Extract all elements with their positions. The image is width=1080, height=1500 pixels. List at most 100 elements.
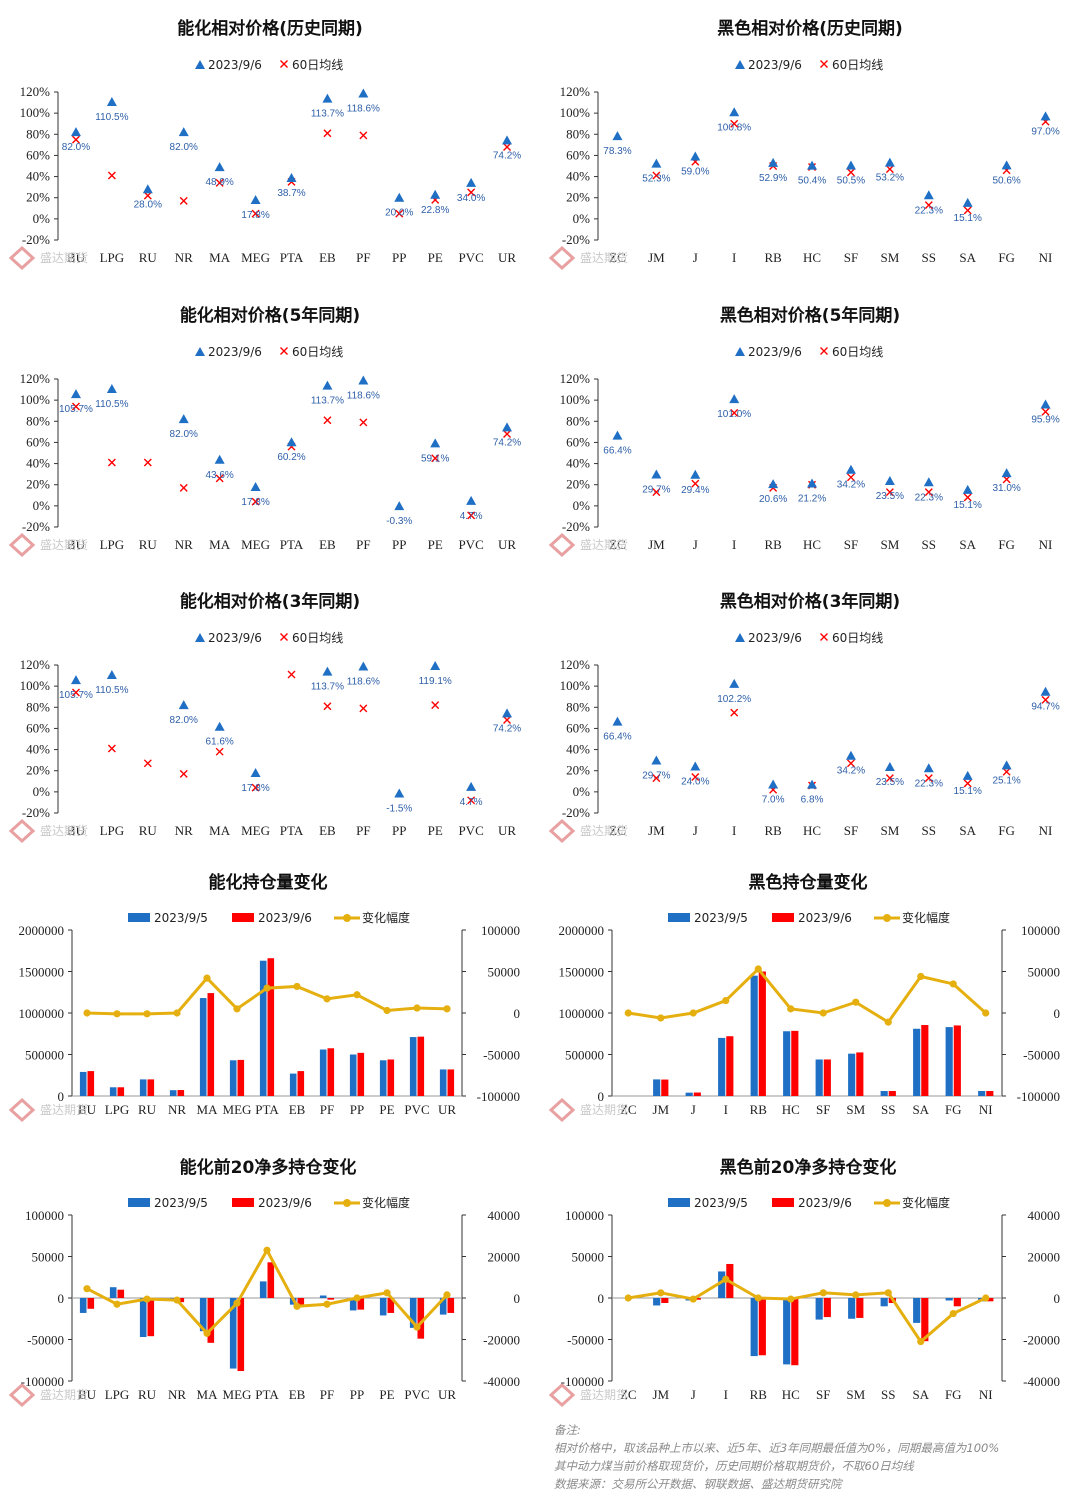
data-label: 110.5% bbox=[95, 399, 128, 410]
ma60-point bbox=[71, 688, 80, 697]
bar-cur bbox=[177, 1298, 185, 1303]
bar-prev bbox=[79, 1071, 87, 1096]
change-point bbox=[852, 998, 860, 1006]
data-label: 24.0% bbox=[681, 776, 709, 787]
legend-change-marker bbox=[883, 914, 891, 922]
x-category-label: BU bbox=[67, 537, 86, 552]
x-category-label: PVC bbox=[458, 823, 483, 838]
ma60-point bbox=[846, 473, 855, 482]
watermark-icon bbox=[8, 818, 36, 844]
y-tick-label: 60% bbox=[566, 147, 590, 162]
ma60-point bbox=[143, 191, 152, 200]
x-category-label: JM bbox=[648, 537, 665, 552]
x-category-label: UR bbox=[438, 1387, 456, 1402]
y-tick-label: 500000 bbox=[565, 1048, 604, 1063]
x-category-label: RB bbox=[764, 250, 782, 265]
ma60-point bbox=[885, 774, 894, 783]
x-category-label: RB bbox=[764, 537, 782, 552]
x-category-label: EB bbox=[319, 250, 336, 265]
notes-heading: 备注: bbox=[554, 1423, 581, 1437]
data-label: 6.8% bbox=[801, 795, 824, 806]
bar-cur bbox=[921, 1025, 929, 1096]
x-category-label: EB bbox=[319, 823, 336, 838]
bar-prev bbox=[815, 1059, 823, 1096]
x-category-label: PTA bbox=[280, 537, 304, 552]
x-category-label: LPG bbox=[105, 1387, 130, 1402]
x-category-label: PP bbox=[392, 250, 406, 265]
watermark-logo: 盛达期货 bbox=[8, 245, 88, 271]
x-category-label: PF bbox=[356, 823, 370, 838]
bar-cur bbox=[758, 1298, 766, 1356]
x-category-label: NI bbox=[979, 1102, 993, 1117]
y-tick-label: 20% bbox=[26, 763, 50, 778]
x-category-label: PVC bbox=[458, 537, 483, 552]
y-tick-label: 60% bbox=[26, 720, 50, 735]
x-category-label: PF bbox=[320, 1102, 334, 1117]
x-category-label: BU bbox=[78, 1102, 97, 1117]
bar-prev bbox=[229, 1060, 237, 1096]
x-category-label: PE bbox=[428, 537, 443, 552]
watermark-logo: 盛达期货 bbox=[548, 532, 628, 558]
data-label: 110.5% bbox=[95, 685, 128, 696]
data-label: 50.4% bbox=[798, 176, 826, 187]
y-tick-label: 100% bbox=[560, 105, 591, 120]
x-category-label: UR bbox=[498, 250, 516, 265]
bar-prev bbox=[379, 1298, 387, 1316]
data-label: 34.2% bbox=[837, 480, 865, 491]
x-category-label: EB bbox=[319, 537, 336, 552]
legend-ma-label: 60日均线 bbox=[832, 631, 883, 645]
current-point bbox=[394, 788, 405, 798]
ma60-point bbox=[503, 715, 512, 724]
watermark-logo: 盛达期货 bbox=[548, 1382, 628, 1408]
chart-title: 能化相对价格(历史同期) bbox=[177, 18, 363, 39]
x-category-label: SM bbox=[880, 250, 899, 265]
change-point bbox=[819, 1009, 827, 1017]
y-tick-label: 100% bbox=[560, 392, 591, 407]
legend-prev-label: 2023/9/5 bbox=[154, 911, 208, 925]
data-label: 61.6% bbox=[205, 737, 233, 748]
change-point bbox=[323, 1300, 331, 1308]
change-point bbox=[353, 1294, 361, 1302]
ma60-point bbox=[179, 196, 188, 205]
bar-prev bbox=[349, 1054, 357, 1096]
x-category-label: PP bbox=[392, 537, 406, 552]
x-category-label: I bbox=[724, 1102, 728, 1117]
bar-cur bbox=[297, 1298, 305, 1307]
data-label: 95.9% bbox=[1031, 414, 1059, 425]
current-point bbox=[286, 172, 297, 182]
y-tick-label: 100% bbox=[20, 105, 51, 120]
data-label: 59.0% bbox=[681, 166, 709, 177]
bar-prev bbox=[409, 1037, 417, 1096]
current-point bbox=[807, 478, 818, 488]
bar-prev bbox=[848, 1053, 856, 1096]
x-category-label: RB bbox=[750, 1387, 768, 1402]
y-tick-label: 100% bbox=[20, 678, 51, 693]
x-category-label: LPG bbox=[100, 823, 125, 838]
data-label: 48.9% bbox=[205, 177, 233, 188]
y-tick-label: 60% bbox=[566, 434, 590, 449]
data-label: 38.7% bbox=[277, 188, 305, 199]
current-point bbox=[250, 768, 261, 778]
data-label: 50.5% bbox=[837, 175, 865, 186]
data-label: 78.3% bbox=[603, 146, 631, 157]
legend-current-marker bbox=[195, 633, 205, 642]
current-point bbox=[651, 755, 662, 765]
bar-prev bbox=[319, 1049, 327, 1096]
bar-cur bbox=[417, 1298, 425, 1339]
y-tick-label: 80% bbox=[26, 126, 50, 141]
watermark-icon bbox=[8, 1097, 36, 1123]
bar-cur bbox=[986, 1091, 994, 1096]
change-point bbox=[689, 1009, 697, 1017]
data-label: 29.4% bbox=[681, 485, 709, 496]
data-label: 22.3% bbox=[915, 205, 943, 216]
y-tick-label: 40% bbox=[566, 456, 590, 471]
c9-svg: 能化前20净多持仓变化 2023/9/5 2023/9/6 变化幅度 -100000 -5… bbox=[8, 1157, 520, 1408]
current-point bbox=[923, 190, 934, 200]
current-point bbox=[612, 131, 623, 141]
y-tick-label: 1000000 bbox=[559, 1006, 605, 1021]
current-point bbox=[430, 438, 441, 448]
ma60-point bbox=[395, 209, 404, 218]
x-category-label: FG bbox=[998, 537, 1015, 552]
bar-cur bbox=[661, 1079, 669, 1096]
ma60-point bbox=[287, 670, 296, 679]
